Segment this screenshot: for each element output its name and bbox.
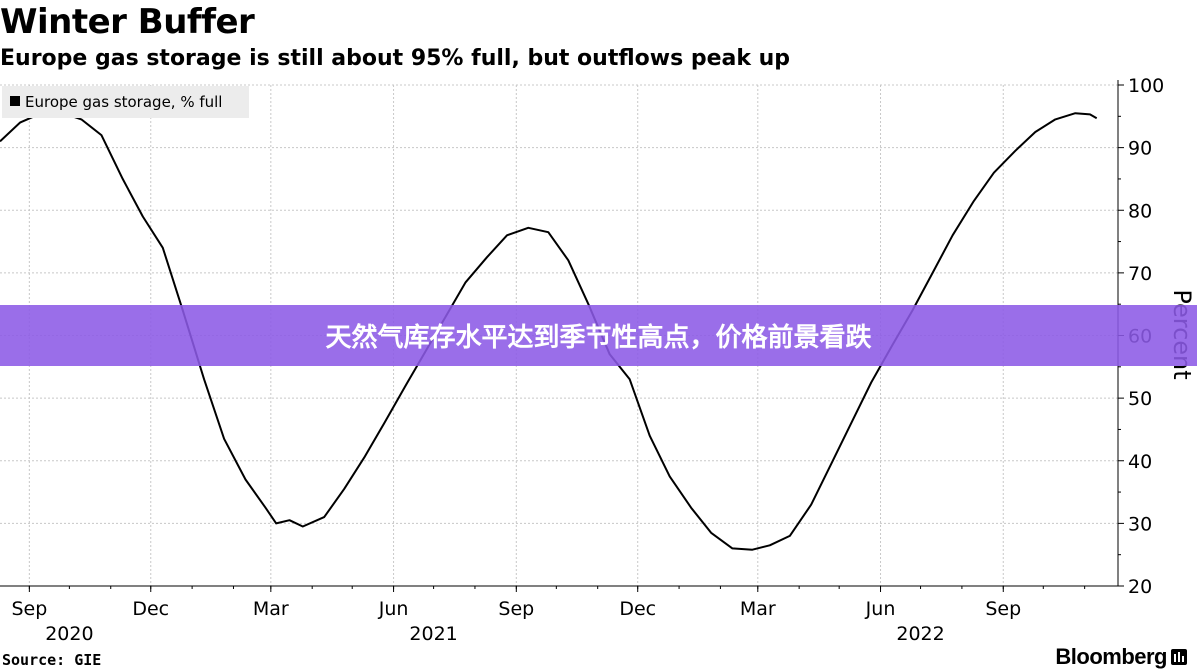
x-tick-label: Dec [619,598,656,620]
y-tick-label: 50 [1128,388,1152,410]
x-year-label: 2020 [45,623,93,645]
y-tick-label: 30 [1128,513,1152,535]
legend-box [2,86,249,118]
x-tick-label: Mar [740,598,776,620]
legend: Europe gas storage, % full [2,86,249,118]
source-note: Source: GIE [2,651,102,669]
x-tick-label: Jun [378,598,409,620]
y-tick-label: 70 [1128,263,1152,285]
brand-logo: Bloomberg [1055,644,1187,670]
x-tick-label: Sep [498,598,534,620]
y-tick-label: 80 [1128,200,1152,222]
y-tick-label: 90 [1128,138,1152,160]
bloomberg-terminal-icon [1171,649,1187,665]
headline-text: 天然气库存水平达到季节性高点，价格前景看跌 [325,323,872,353]
legend-entry: Europe gas storage, % full [25,93,222,111]
grid-lines [0,84,1118,586]
x-tick-label: Dec [132,598,169,620]
x-tick-label: Sep [11,598,47,620]
headline-banner: 天然气库存水平达到季节性高点，价格前景看跌 [0,305,1197,366]
x-year-label: 2021 [409,623,457,645]
chart-subtitle: Europe gas storage is still about 95% fu… [0,46,791,71]
x-tick-label: Mar [253,598,289,620]
x-year-label: 2022 [896,623,944,645]
legend-swatch [10,96,20,106]
y-tick-label: 20 [1128,576,1152,598]
chart-title: Winter Buffer [0,2,255,42]
y-tick-label: 40 [1128,451,1152,473]
x-tick-label: Sep [985,598,1021,620]
brand-name: Bloomberg [1055,644,1167,669]
y-tick-label: 100 [1128,75,1164,97]
x-tick-label: Jun [865,598,896,620]
